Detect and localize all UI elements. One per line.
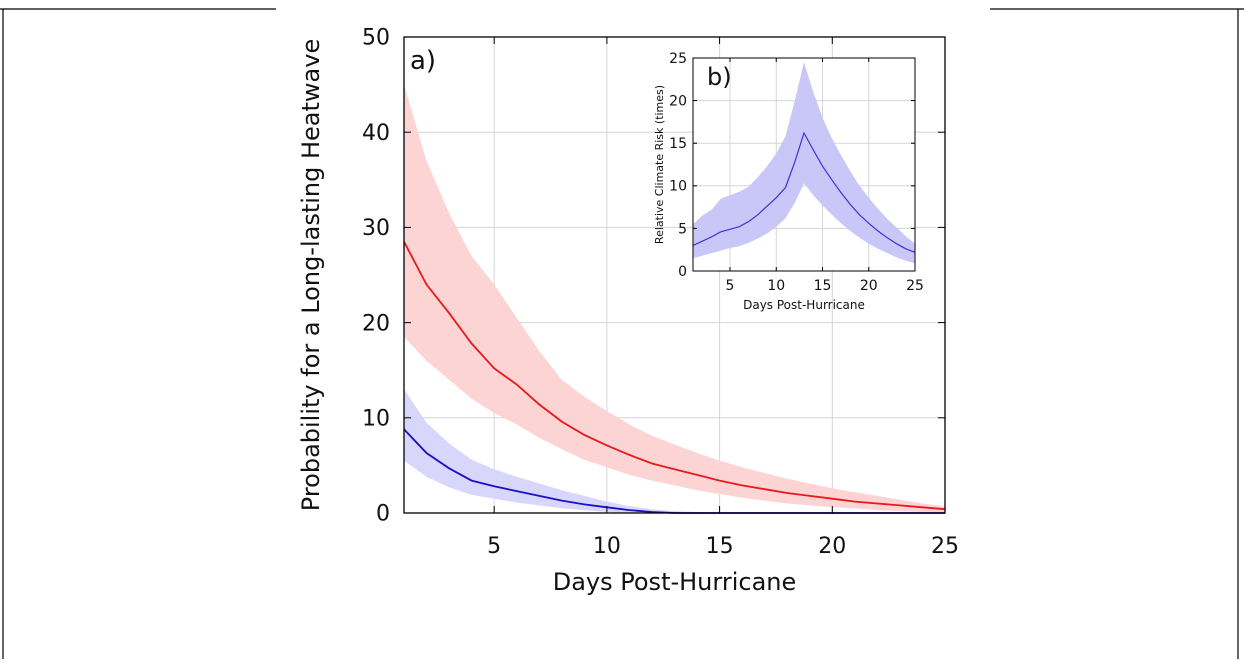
inset-series-lines bbox=[692, 131, 916, 253]
inset-x-tick-labels: 5 10 15 20 25 bbox=[726, 278, 924, 294]
inset-series-0-band bbox=[693, 62, 915, 264]
main-x-tick-label-15: 15 bbox=[706, 534, 734, 559]
main-plot-frame bbox=[403, 36, 946, 514]
main-x-tick-label-10: 10 bbox=[593, 534, 621, 559]
inset-chart-panel: 5 10 15 20 25 0 5 10 15 20 25 b) Days Post-Hurric… bbox=[653, 51, 924, 312]
inset-tick-marks bbox=[693, 57, 916, 272]
inset-uncertainty-bands bbox=[693, 62, 915, 264]
inset-y-tick-label-25: 25 bbox=[669, 51, 687, 67]
inset-x-tick-label-20: 20 bbox=[860, 278, 878, 294]
inset-y-tick-labels: 0 5 10 15 20 25 bbox=[669, 51, 687, 280]
inset-series-0-line bbox=[692, 131, 916, 253]
main-panel-label: a) bbox=[410, 46, 436, 76]
main-x-tick-label-20: 20 bbox=[818, 534, 846, 559]
main-tick-marks bbox=[404, 36, 946, 514]
main-y-tick-label-30: 30 bbox=[362, 216, 390, 241]
inset-x-tick-label-25: 25 bbox=[906, 278, 924, 294]
main-x-axis-label: Days Post-Hurricane bbox=[553, 568, 797, 596]
main-y-tick-label-10: 10 bbox=[362, 407, 390, 432]
main-x-tick-label-25: 25 bbox=[931, 534, 959, 559]
inset-y-tick-label-20: 20 bbox=[669, 94, 687, 110]
inset-y-tick-label-0: 0 bbox=[678, 264, 687, 280]
main-y-axis-label: Probability for a Long-lasting Heatwave bbox=[297, 39, 325, 511]
main-y-tick-label-40: 40 bbox=[362, 121, 390, 146]
main-series-0-line bbox=[403, 241, 946, 511]
inset-x-tick-label-10: 10 bbox=[767, 278, 785, 294]
inset-y-axis-label: Relative Climate Risk (times) bbox=[653, 85, 666, 244]
inset-plot-frame bbox=[692, 57, 916, 272]
main-x-tick-labels: 5 10 15 20 25 bbox=[487, 534, 959, 559]
inset-panel-label: b) bbox=[707, 63, 732, 91]
main-y-tick-label-20: 20 bbox=[362, 311, 390, 336]
main-y-tick-label-50: 50 bbox=[362, 26, 390, 51]
main-y-tick-labels: 0 10 20 30 40 50 bbox=[362, 26, 390, 527]
inset-x-tick-label-5: 5 bbox=[726, 278, 735, 294]
inset-y-tick-label-10: 10 bbox=[669, 179, 687, 195]
inset-x-axis-label: Days Post-Hurricane bbox=[743, 298, 865, 312]
main-y-tick-label-0: 0 bbox=[376, 502, 390, 527]
main-x-tick-label-5: 5 bbox=[487, 534, 501, 559]
inset-y-tick-label-15: 15 bbox=[669, 136, 687, 152]
inset-y-tick-label-5: 5 bbox=[678, 221, 687, 237]
inset-x-tick-label-15: 15 bbox=[814, 278, 832, 294]
